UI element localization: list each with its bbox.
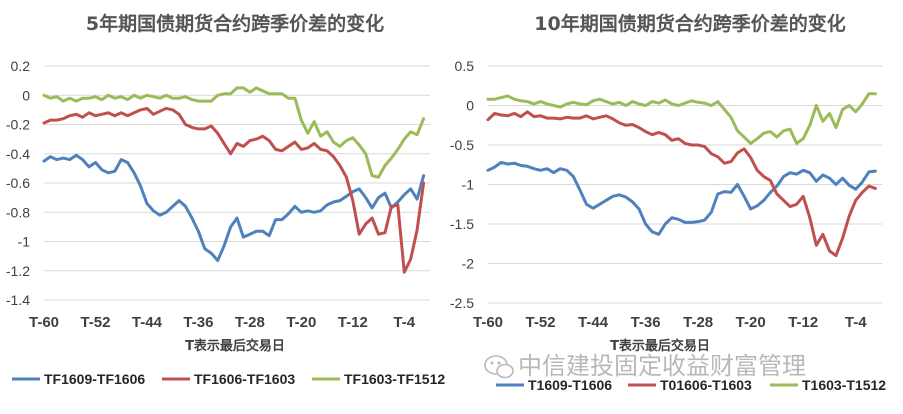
- y-tick-label: -1.4: [6, 292, 30, 308]
- x-axis-label: T表示最后交易日: [610, 338, 710, 354]
- y-tick-label: 0: [22, 87, 30, 103]
- chart-title: 5年期国债期货合约跨季价差的变化: [86, 12, 384, 35]
- x-tick-label: T-20: [286, 314, 316, 331]
- x-tick-label: T-52: [80, 314, 110, 331]
- chart-10yr-spread: 10年期国债期货合约跨季价差的变化 0.5 0 -0.5 -1 -1.5 -2 -2.5 T-6…: [450, 12, 886, 393]
- legend-item: T01606-T1603: [628, 377, 752, 393]
- y-tick-label: -0.2: [6, 117, 30, 133]
- x-tick-label: T-36: [183, 314, 213, 331]
- x-tick-label: T-4: [845, 314, 867, 331]
- y-tick-label: -0.5: [450, 137, 474, 153]
- legend-item: TF1606-TF1603: [162, 371, 295, 387]
- x-tick-label: T-52: [526, 314, 556, 331]
- legend-label: T1609-T1606: [528, 377, 612, 393]
- chart-5yr-spread: 5年期国债期货合约跨季价差的变化 0.2 0 -0.2 -0.4 -0.6 -0.8 -1 -1…: [6, 12, 445, 387]
- x-tick-label: T-20: [736, 314, 766, 331]
- y-tick-label: 0.2: [11, 58, 31, 74]
- y-tick-label: -0.8: [6, 204, 30, 220]
- y-tick-label: -1: [18, 234, 31, 250]
- x-tick-label: T-12: [788, 314, 818, 331]
- x-tick-label: T-44: [578, 314, 609, 331]
- chart-title: 10年期国债期货合约跨季价差的变化: [534, 12, 845, 35]
- x-tick-label: T-4: [393, 314, 415, 331]
- y-tick-label: 0.5: [455, 58, 475, 74]
- legend-label: T01606-T1603: [660, 377, 752, 393]
- watermark-text: 中信建投固定收益财富管理: [518, 352, 806, 380]
- series-line-t1609-t1606: [486, 160, 877, 236]
- wechat-icon: [484, 355, 514, 379]
- legend-label: T1603-T1512: [802, 377, 886, 393]
- x-tick-label: T-12: [338, 314, 368, 331]
- series-line-t01606-t1603: [486, 110, 877, 258]
- x-tick-label: T-28: [683, 314, 713, 331]
- legend-item: TF1603-TF1512: [312, 371, 445, 387]
- y-tick-label: -1.5: [450, 216, 474, 232]
- x-tick-label: T-36: [631, 314, 661, 331]
- y-tick-label: -1: [462, 177, 475, 193]
- series-line-t1603-t1512: [486, 92, 877, 145]
- x-tick-label: T-60: [473, 314, 503, 331]
- legend-label: TF1603-TF1512: [344, 371, 445, 387]
- legend-item: T1609-T1606: [496, 377, 612, 393]
- y-tick-label: -1.2: [6, 263, 30, 279]
- legend-item: TF1609-TF1606: [12, 371, 145, 387]
- series-line-tf1606-tf1603: [42, 106, 426, 274]
- series-line-tf1609-tf1606: [42, 153, 426, 262]
- x-axis-label: T表示最后交易日: [185, 338, 285, 354]
- y-tick-label: -0.4: [6, 146, 30, 162]
- y-tick-label: -2.5: [450, 295, 474, 311]
- x-tick-label: T-60: [29, 314, 59, 331]
- x-tick-label: T-28: [235, 314, 265, 331]
- legend-label: TF1606-TF1603: [194, 371, 295, 387]
- y-tick-label: -2: [462, 256, 475, 272]
- series-line-tf1603-tf1512: [42, 86, 426, 179]
- legend-item: T1603-T1512: [770, 377, 886, 393]
- legend-label: TF1609-TF1606: [44, 371, 145, 387]
- x-tick-label: T-44: [132, 314, 163, 331]
- watermark: 中信建投固定收益财富管理: [484, 352, 806, 380]
- y-tick-label: 0: [466, 98, 474, 114]
- y-tick-label: -0.6: [6, 175, 30, 191]
